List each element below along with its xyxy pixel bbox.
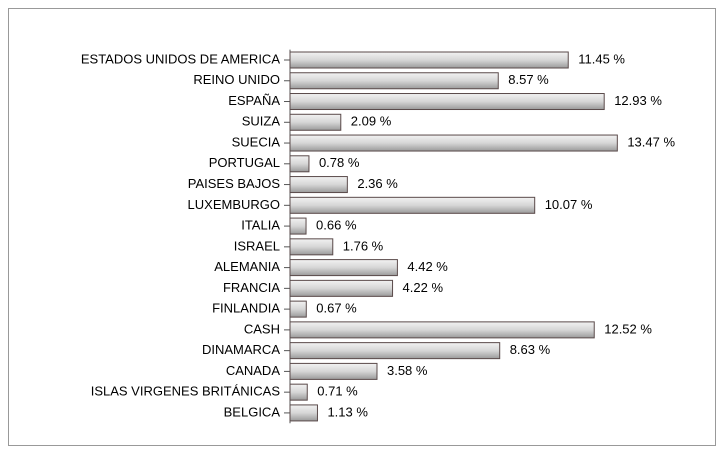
value-label: 3.58 % [387, 363, 428, 378]
bar [289, 196, 536, 214]
y-tick-label: ALEMANIA [214, 259, 280, 274]
y-tick-label: REINO UNIDO [193, 72, 280, 87]
y-tick-label: SUIZA [242, 114, 281, 129]
value-label: 1.76 % [343, 238, 384, 253]
y-tick-label: LUXEMBURGO [188, 197, 280, 212]
bar [289, 362, 378, 380]
bar [289, 342, 501, 360]
bar [289, 155, 310, 173]
value-label: 8.63 % [510, 342, 551, 357]
y-tick-label: ISLAS VIRGENES BRITÁNICAS [91, 384, 281, 399]
y-tick-label: CASH [244, 321, 280, 336]
y-tick-label: ITALIA [241, 218, 280, 233]
value-label: 11.45 % [578, 51, 625, 66]
bar [289, 217, 307, 235]
value-label: 2.36 % [357, 176, 398, 191]
value-label: 12.52 % [604, 321, 652, 336]
bar [289, 321, 595, 339]
value-label: 12.93 % [614, 93, 662, 108]
y-tick-label: PORTUGAL [209, 155, 280, 170]
bar [289, 51, 569, 69]
bar [289, 176, 348, 194]
value-label: 0.67 % [316, 301, 357, 316]
y-tick-label: BELGICA [224, 404, 281, 419]
bar [289, 300, 307, 318]
y-tick-label: PAISES BAJOS [188, 176, 281, 191]
value-label: 0.71 % [317, 384, 358, 399]
bar [289, 404, 318, 422]
y-tick-label: FINLANDIA [212, 301, 280, 316]
bar [289, 259, 398, 277]
value-label: 8.57 % [508, 72, 549, 87]
bar [289, 134, 618, 152]
y-tick-label: ESPAÑA [228, 93, 280, 108]
value-label: 0.78 % [319, 155, 360, 170]
bar [289, 279, 394, 297]
bar [289, 238, 334, 256]
y-tick-label: CANADA [226, 363, 281, 378]
value-label: 13.47 % [627, 134, 675, 149]
value-label: 0.66 % [316, 218, 357, 233]
y-tick-label: ISRAEL [234, 238, 280, 253]
value-label: 10.07 % [545, 197, 593, 212]
bar [289, 72, 499, 90]
y-tick-label: FRANCIA [223, 280, 280, 295]
y-tick-label: SUECIA [232, 134, 281, 149]
bar [289, 113, 342, 131]
bar [289, 93, 605, 111]
bar [289, 383, 308, 401]
y-tick-label: ESTADOS UNIDOS DE AMERICA [81, 51, 280, 66]
value-label: 4.42 % [407, 259, 448, 274]
value-label: 4.22 % [403, 280, 444, 295]
value-label: 2.09 % [351, 114, 392, 129]
y-tick-label: DINAMARCA [202, 342, 280, 357]
value-label: 1.13 % [327, 404, 368, 419]
